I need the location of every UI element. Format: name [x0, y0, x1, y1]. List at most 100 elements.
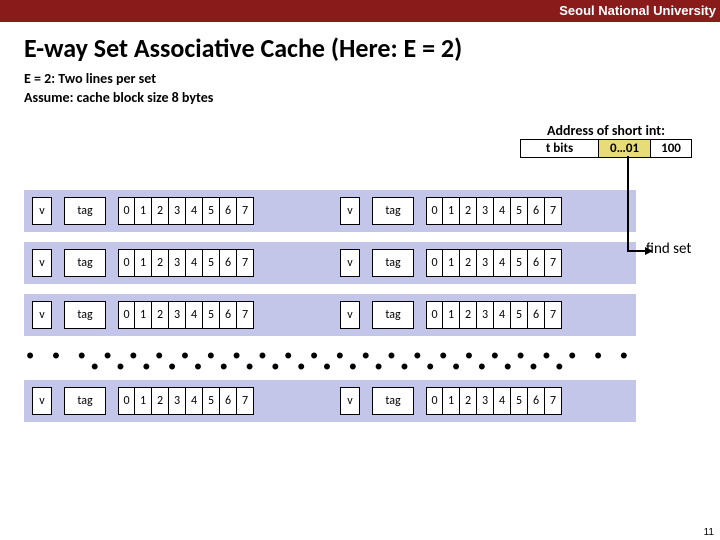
byte-cell: 4 [186, 249, 203, 277]
byte-cell: 2 [152, 197, 169, 225]
byte-cell: 5 [203, 387, 220, 415]
valid-bit: v [32, 197, 52, 225]
byte-cell: 2 [152, 249, 169, 277]
byte-cell: 7 [237, 387, 254, 415]
byte-cell: 1 [443, 197, 460, 225]
subtitle-line-2: Assume: cache block size 8 bytes [24, 89, 720, 108]
byte-cell: 0 [118, 249, 135, 277]
byte-cell: 3 [477, 197, 494, 225]
byte-cell: 0 [118, 197, 135, 225]
byte-cell: 5 [511, 387, 528, 415]
byte-cell: 1 [443, 387, 460, 415]
address-offset-field: 100 [651, 140, 691, 157]
cache-diagram: v tag 0 1 2 3 4 5 6 7 v tag 0 1 2 3 4 5 … [24, 190, 636, 432]
byte-cell: 0 [426, 387, 443, 415]
byte-cell: 3 [169, 197, 186, 225]
tag-field: tag [372, 197, 414, 225]
byte-cell: 3 [169, 387, 186, 415]
byte-cell: 2 [460, 387, 477, 415]
find-set-label: find set [646, 240, 691, 258]
byte-cell: 7 [545, 301, 562, 329]
cache-line: v tag 0 1 2 3 4 5 6 7 [340, 301, 562, 329]
tag-field: tag [372, 387, 414, 415]
byte-cell: 7 [545, 249, 562, 277]
byte-cell: 2 [152, 301, 169, 329]
byte-cell: 5 [203, 249, 220, 277]
cache-line: v tag 0 1 2 3 4 5 6 7 [32, 249, 254, 277]
address-set-field: 0…01 [599, 140, 651, 157]
byte-cell: 2 [152, 387, 169, 415]
byte-cell: 6 [220, 387, 237, 415]
slide-title: E-way Set Associative Cache (Here: E = 2… [24, 32, 720, 64]
tag-field: tag [64, 249, 106, 277]
set-row: v tag 0 1 2 3 4 5 6 7 v tag 0 1 2 3 4 5 … [24, 294, 636, 336]
byte-cell: 1 [135, 387, 152, 415]
address-title: Address of short int: [520, 122, 692, 139]
institution-label: Seoul National University [559, 3, 716, 18]
byte-cell: 4 [494, 249, 511, 277]
tag-field: tag [372, 301, 414, 329]
valid-bit: v [340, 301, 360, 329]
byte-cell: 3 [477, 387, 494, 415]
byte-cell: 4 [494, 197, 511, 225]
byte-cell: 3 [169, 301, 186, 329]
byte-cell: 7 [237, 197, 254, 225]
set-row: v tag 0 1 2 3 4 5 6 7 v tag 0 1 2 3 4 5 … [24, 242, 636, 284]
cache-line: v tag 0 1 2 3 4 5 6 7 [32, 387, 254, 415]
byte-cell: 3 [169, 249, 186, 277]
address-area: Address of short int: t bits 0…01 100 [520, 122, 692, 158]
valid-bit: v [340, 387, 360, 415]
byte-cell: 4 [494, 301, 511, 329]
byte-cell: 6 [528, 301, 545, 329]
valid-bit: v [32, 249, 52, 277]
cache-line: v tag 0 1 2 3 4 5 6 7 [340, 387, 562, 415]
tag-field: tag [372, 249, 414, 277]
byte-cell: 7 [545, 387, 562, 415]
subtitle-line-1: E = 2: Two lines per set [24, 70, 720, 89]
byte-cell: 0 [426, 301, 443, 329]
byte-cell: 6 [528, 249, 545, 277]
page-number: 11 [704, 527, 714, 538]
cache-line: v tag 0 1 2 3 4 5 6 7 [340, 249, 562, 277]
byte-cell: 1 [135, 301, 152, 329]
byte-cell: 0 [426, 197, 443, 225]
byte-cell: 1 [443, 301, 460, 329]
cache-line: v tag 0 1 2 3 4 5 6 7 [32, 301, 254, 329]
tag-field: tag [64, 301, 106, 329]
byte-cell: 4 [494, 387, 511, 415]
byte-cell: 4 [186, 387, 203, 415]
valid-bit: v [32, 387, 52, 415]
byte-cell: 1 [135, 249, 152, 277]
tag-field: tag [64, 387, 106, 415]
byte-cell: 0 [118, 301, 135, 329]
byte-cell: 4 [186, 301, 203, 329]
byte-cell: 0 [426, 249, 443, 277]
byte-cell: 6 [528, 197, 545, 225]
set-row: v tag 0 1 2 3 4 5 6 7 v tag 0 1 2 3 4 5 … [24, 190, 636, 232]
byte-cell: 6 [528, 387, 545, 415]
tag-field: tag [64, 197, 106, 225]
byte-cell: 1 [135, 197, 152, 225]
byte-cell: 2 [460, 197, 477, 225]
byte-cell: 7 [237, 249, 254, 277]
byte-cell: 5 [511, 301, 528, 329]
header-bar: Seoul National University [0, 0, 720, 22]
byte-cell: 2 [460, 249, 477, 277]
valid-bit: v [32, 301, 52, 329]
byte-cell: 1 [443, 249, 460, 277]
byte-cell: 6 [220, 197, 237, 225]
cache-line: v tag 0 1 2 3 4 5 6 7 [32, 197, 254, 225]
cache-line: v tag 0 1 2 3 4 5 6 7 [340, 197, 562, 225]
byte-cell: 5 [511, 249, 528, 277]
valid-bit: v [340, 249, 360, 277]
valid-bit: v [340, 197, 360, 225]
byte-cell: 7 [545, 197, 562, 225]
byte-cell: 6 [220, 301, 237, 329]
byte-cell: 5 [511, 197, 528, 225]
byte-cell: 6 [220, 249, 237, 277]
byte-cell: 3 [477, 301, 494, 329]
byte-cell: 5 [203, 301, 220, 329]
byte-cell: 5 [203, 197, 220, 225]
ellipsis-dots: • • • • • • • • • • • • • • • • • • • • … [24, 346, 636, 380]
byte-cell: 0 [118, 387, 135, 415]
